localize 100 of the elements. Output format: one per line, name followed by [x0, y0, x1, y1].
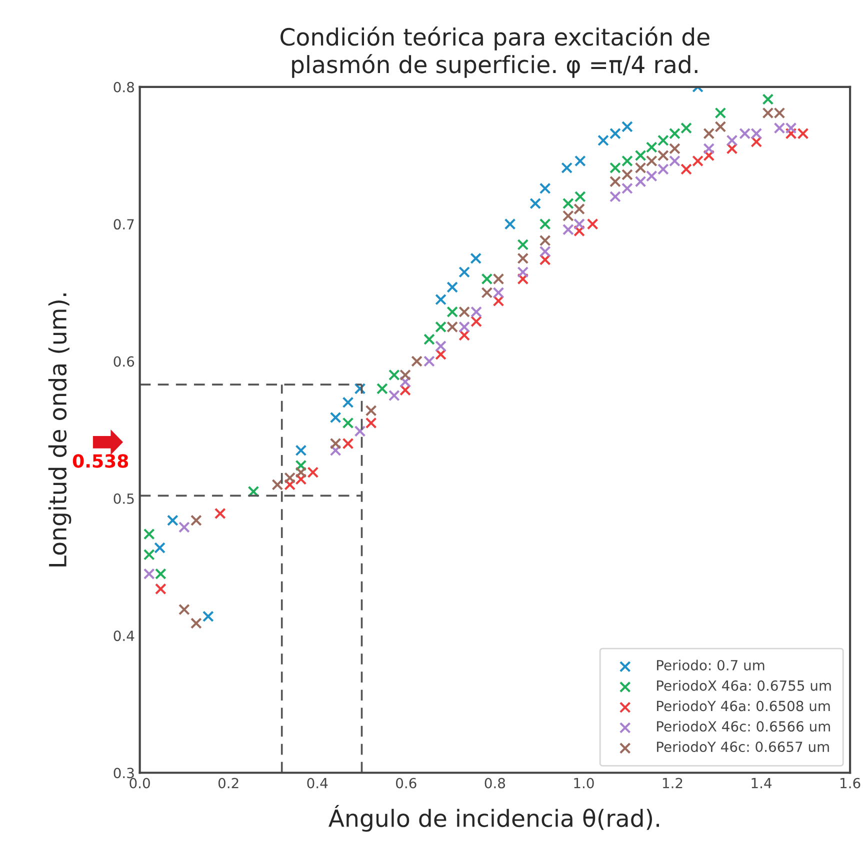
x-tick-label: 1.4	[752, 778, 772, 788]
point	[470, 306, 482, 318]
point	[446, 306, 458, 318]
point	[714, 107, 726, 119]
point	[248, 486, 260, 498]
point	[214, 508, 226, 520]
point	[272, 479, 284, 490]
point	[424, 356, 435, 367]
point	[295, 474, 307, 485]
point	[470, 252, 482, 264]
point	[634, 162, 646, 174]
point	[574, 203, 585, 215]
point	[458, 329, 470, 341]
point	[492, 273, 504, 285]
point	[574, 218, 585, 230]
x-tick-label: 0.2	[218, 778, 238, 788]
point	[143, 548, 155, 560]
text: 0.538	[72, 454, 128, 468]
point	[354, 426, 366, 437]
point	[562, 198, 574, 210]
point	[539, 182, 551, 194]
point	[646, 142, 658, 153]
point	[622, 168, 633, 180]
point	[435, 340, 446, 352]
point	[657, 150, 669, 162]
y-tick-label: 0.7	[114, 219, 134, 230]
point	[330, 412, 342, 424]
point	[703, 142, 715, 154]
point	[539, 246, 551, 258]
point	[539, 254, 551, 266]
point	[190, 618, 202, 629]
point	[342, 438, 354, 450]
point	[284, 472, 296, 484]
point	[669, 155, 680, 167]
point	[703, 128, 715, 140]
point	[376, 382, 388, 394]
point	[492, 286, 504, 298]
legend-label: PeriodoX 46a: 0.6755 um	[657, 680, 831, 691]
legend-label: PeriodoY 46a: 0.6508 um	[657, 700, 830, 712]
point	[539, 218, 551, 230]
point	[598, 134, 609, 146]
x-tick-label: 1.2	[662, 778, 682, 788]
point	[561, 162, 573, 174]
point	[750, 136, 762, 148]
point	[574, 225, 585, 237]
point	[610, 162, 621, 174]
point	[669, 142, 680, 154]
point	[574, 155, 586, 167]
point	[504, 218, 516, 230]
point	[470, 316, 482, 328]
point	[143, 568, 155, 580]
point	[517, 266, 529, 278]
point	[190, 514, 202, 526]
point	[365, 404, 377, 416]
point	[154, 583, 166, 595]
point	[400, 376, 411, 388]
point	[610, 128, 621, 140]
point	[154, 568, 166, 580]
x-tick-label: 0.8	[484, 778, 506, 788]
y-tick-label: 0.3	[114, 768, 134, 778]
point	[669, 128, 680, 140]
point	[424, 334, 435, 346]
chart-title: Condición teórica para excitación de plasmón de superficie. φ =π/4 rad.	[280, 26, 710, 78]
point	[657, 164, 669, 175]
point	[517, 238, 529, 250]
point	[307, 466, 319, 478]
point	[435, 294, 446, 306]
x-tick-label: 0.6	[396, 778, 416, 788]
point	[295, 460, 307, 472]
point	[703, 150, 715, 162]
point	[481, 273, 493, 285]
point	[692, 155, 704, 167]
point	[365, 417, 377, 429]
point	[530, 198, 542, 210]
point	[284, 479, 296, 490]
point	[680, 164, 692, 175]
point	[634, 150, 646, 162]
point	[458, 321, 470, 333]
point	[388, 390, 400, 402]
point	[481, 286, 493, 298]
point	[562, 224, 574, 236]
x-axis-title: Ángulo de incidencia θ(rad).	[328, 804, 659, 832]
point	[714, 120, 726, 132]
point	[435, 348, 446, 360]
y-tick-label: 0.5	[114, 493, 134, 504]
y-tick-label: 0.4	[114, 630, 134, 642]
point	[622, 182, 633, 194]
legend-label: PeriodoY 46c: 0.6657 um	[657, 741, 829, 752]
point	[726, 142, 738, 154]
point	[586, 218, 598, 230]
point	[646, 155, 658, 167]
point	[143, 528, 155, 540]
point	[458, 266, 470, 278]
point	[435, 321, 446, 333]
point	[622, 120, 633, 132]
point	[610, 190, 621, 202]
point	[166, 514, 178, 526]
point	[178, 604, 190, 616]
point	[446, 321, 458, 333]
y-axis-title: Longitud de onda (um).	[48, 294, 72, 566]
